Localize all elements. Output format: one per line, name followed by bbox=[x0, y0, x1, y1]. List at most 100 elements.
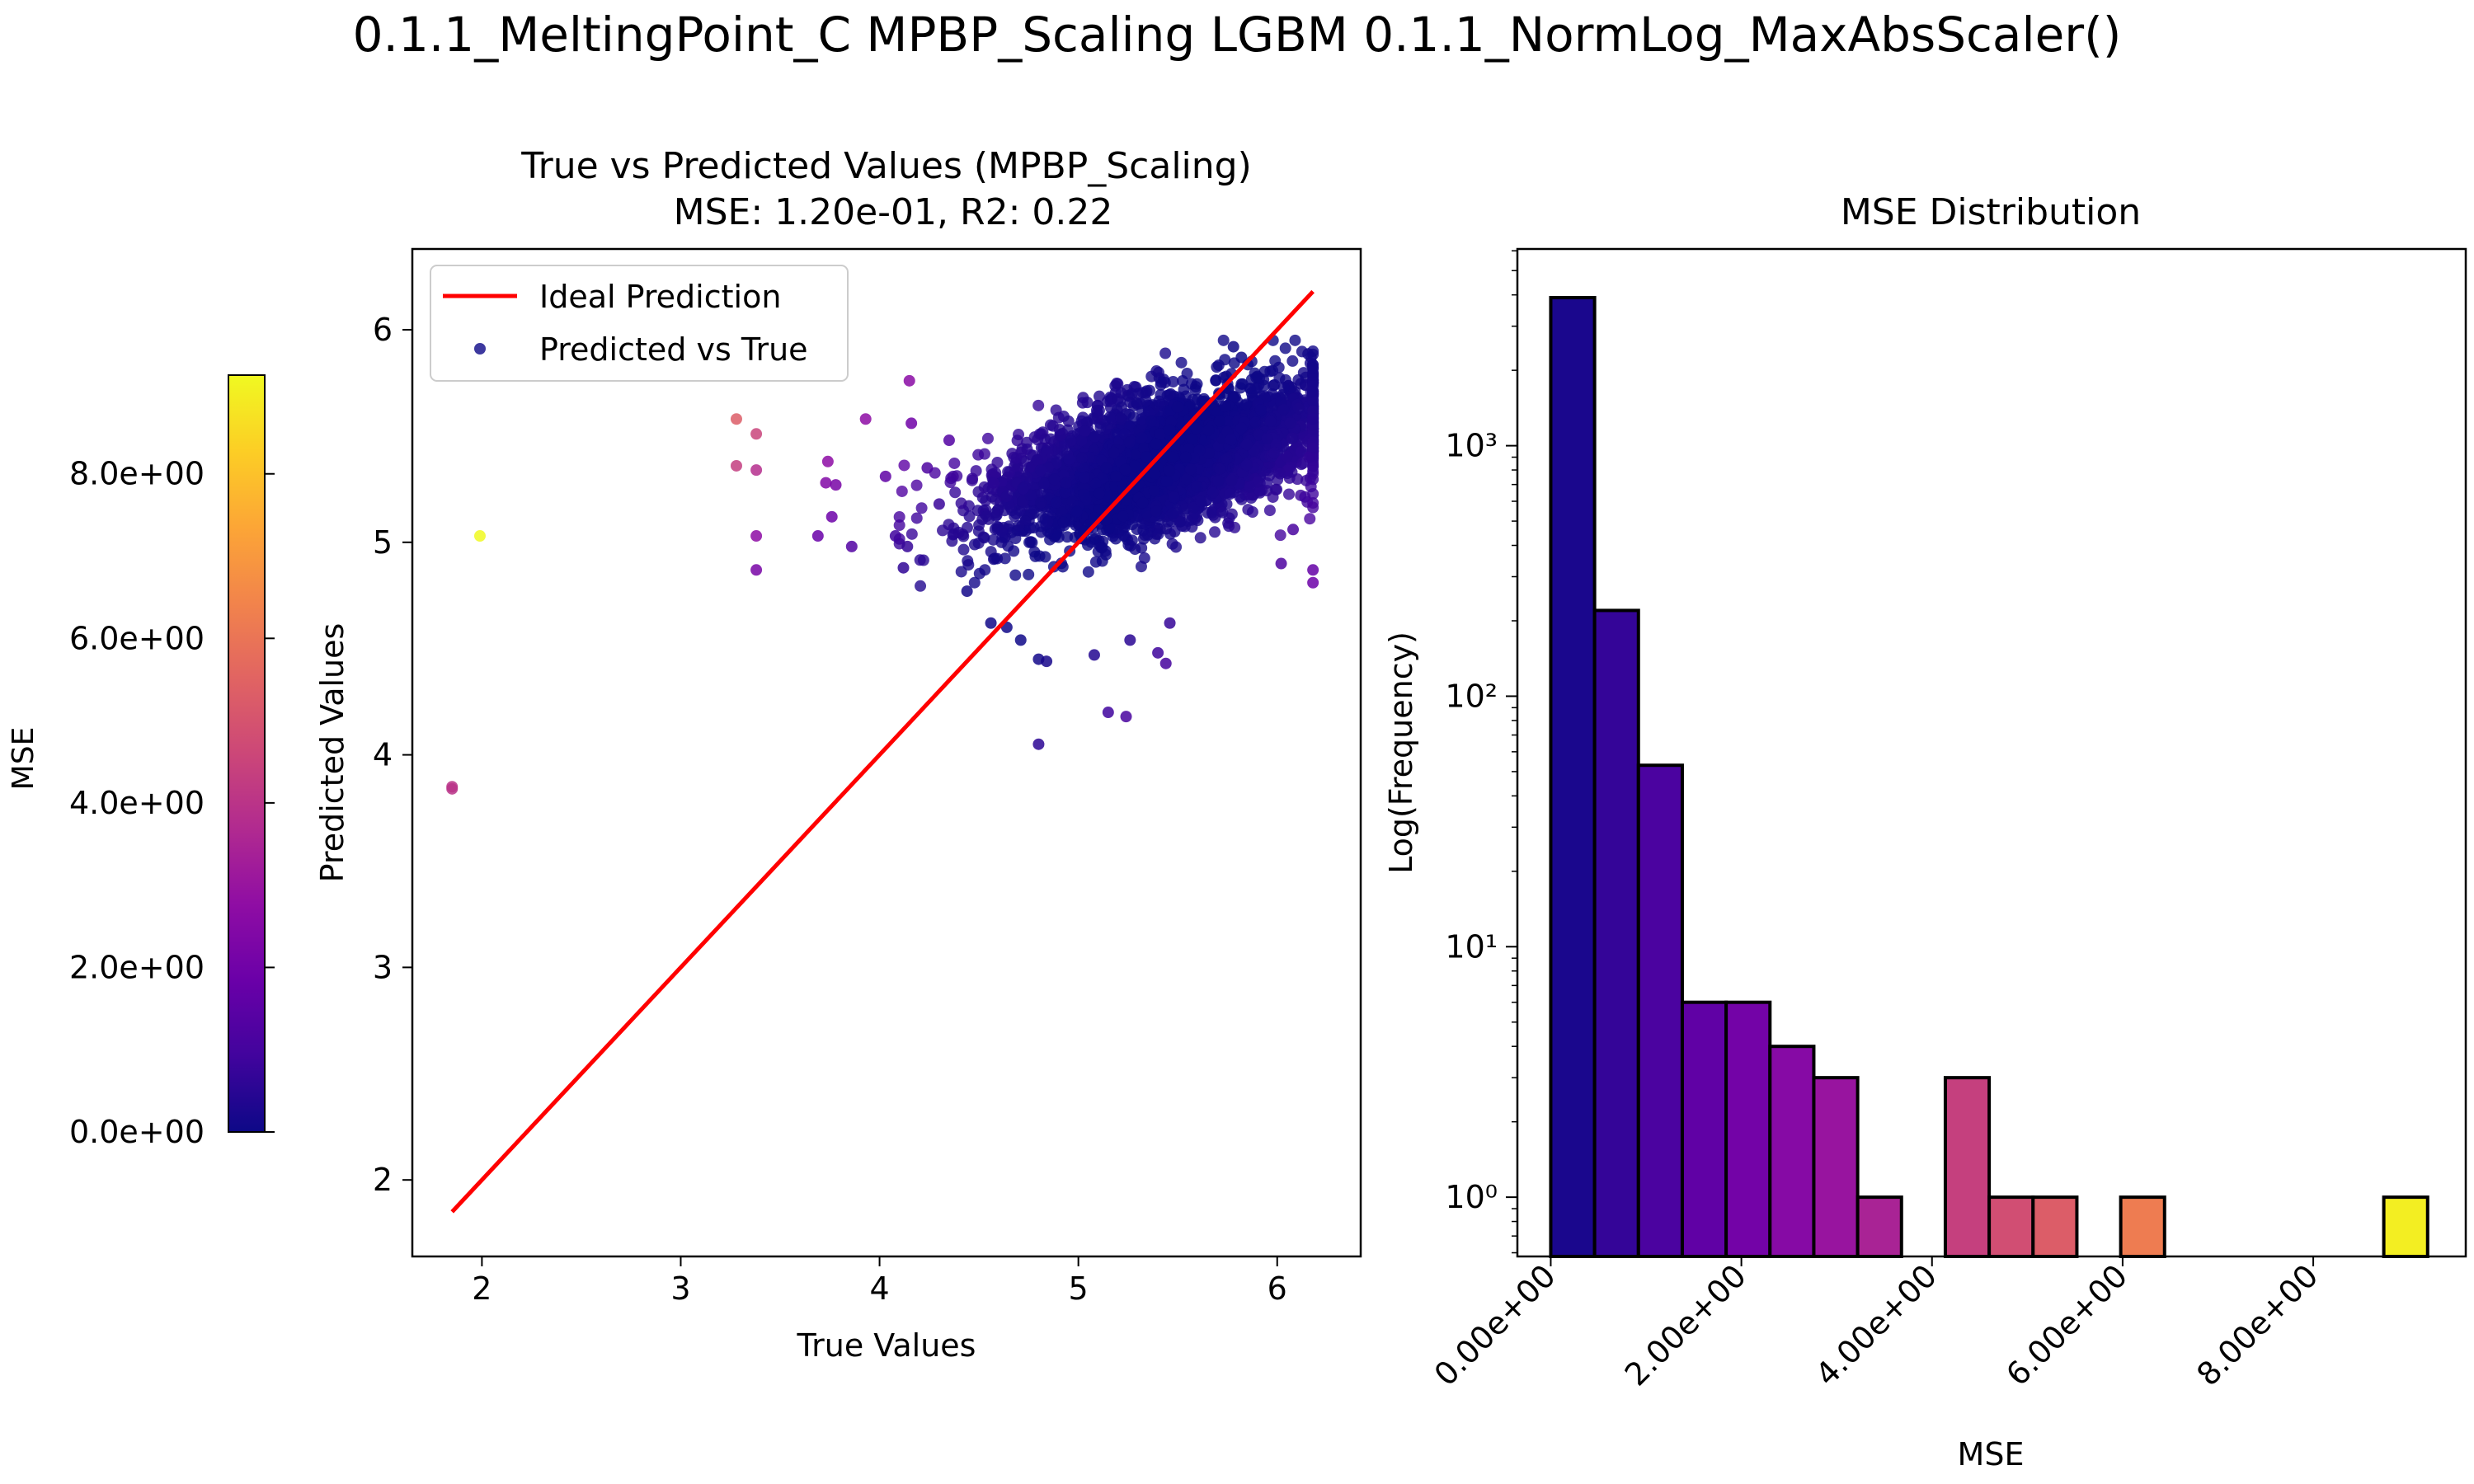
scatter-point bbox=[1136, 496, 1149, 509]
scatter-point bbox=[1286, 355, 1299, 367]
scatter-point bbox=[1024, 536, 1037, 548]
scatter-point bbox=[1032, 399, 1045, 411]
histogram-plot-frame bbox=[1516, 247, 2467, 1258]
legend-marker-swatch bbox=[474, 343, 486, 355]
scatter-point bbox=[750, 564, 763, 576]
scatter-point bbox=[1209, 526, 1221, 538]
histogram-panel: MSE Distribution 0.00e+00 2.00e+00 4.00e+0… bbox=[1383, 191, 2467, 1472]
scatter-point bbox=[1240, 439, 1253, 451]
histogram-bar bbox=[2119, 1195, 2166, 1259]
scatter-point bbox=[859, 413, 872, 425]
scatter-point bbox=[1219, 400, 1231, 412]
colorbar: 0.0e+00 2.0e+00 4.0e+00 6.0e+00 8.0e+00 MSE bbox=[7, 374, 275, 1150]
scatter-point bbox=[943, 434, 955, 447]
scatter-point bbox=[1307, 395, 1319, 407]
scatter-point bbox=[1261, 432, 1273, 444]
scatter-point bbox=[961, 521, 973, 533]
scatter-point bbox=[1171, 401, 1183, 413]
scatter-point bbox=[1009, 510, 1021, 523]
scatter-point bbox=[898, 459, 910, 472]
scatter-point bbox=[985, 617, 997, 629]
scatter-point bbox=[896, 485, 908, 497]
scatter-point bbox=[1175, 356, 1188, 369]
scatter-point bbox=[1044, 433, 1056, 445]
scatter-point bbox=[1235, 351, 1248, 364]
scatter-point bbox=[995, 525, 1008, 538]
scatter-point bbox=[1015, 446, 1028, 458]
scatter-point bbox=[963, 510, 976, 523]
scatter-point bbox=[1202, 447, 1215, 459]
scatter-point bbox=[1120, 711, 1132, 723]
scatter-y-tick-label: 2 bbox=[373, 1162, 393, 1198]
scatter-point bbox=[1279, 342, 1291, 355]
scatter-point bbox=[1159, 347, 1172, 359]
histogram-bar bbox=[2031, 1195, 2079, 1259]
scatter-point bbox=[1070, 505, 1083, 518]
scatter-point bbox=[978, 448, 990, 460]
scatter-point bbox=[1235, 378, 1248, 390]
scatter-point bbox=[1123, 436, 1136, 448]
histogram-y-tick-label: 10¹ bbox=[1445, 928, 1498, 965]
scatter-point bbox=[1235, 422, 1248, 434]
scatter-point bbox=[1078, 472, 1090, 484]
scatter-point bbox=[1307, 442, 1319, 454]
scatter-point bbox=[1136, 431, 1148, 444]
histogram-title: MSE Distribution bbox=[1841, 191, 2141, 233]
scatter-point bbox=[1081, 416, 1094, 429]
scatter-point bbox=[1152, 646, 1164, 659]
scatter-point bbox=[1299, 491, 1311, 503]
histogram-x-tick-label: 2.00e+00 bbox=[1618, 1257, 1753, 1392]
scatter-point bbox=[1225, 474, 1238, 486]
scatter-point bbox=[1076, 397, 1089, 409]
scatter-point bbox=[1190, 422, 1202, 434]
scatter-point bbox=[1023, 568, 1035, 580]
scatter-point bbox=[972, 486, 985, 498]
colorbar-strip bbox=[228, 374, 266, 1133]
scatter-point bbox=[1287, 524, 1300, 536]
scatter-point bbox=[1141, 507, 1153, 519]
scatter-point bbox=[1052, 411, 1065, 424]
scatter-point bbox=[730, 459, 742, 472]
scatter-point bbox=[1024, 489, 1037, 501]
scatter-title: True vs Predicted Values (MPBP_Scaling) bbox=[520, 145, 1252, 187]
scatter-point bbox=[933, 498, 945, 510]
scatter-point bbox=[1150, 438, 1162, 450]
scatter-point bbox=[1129, 460, 1141, 472]
scatter-point bbox=[981, 510, 993, 522]
scatter-point bbox=[1307, 413, 1319, 425]
scatter-point bbox=[1307, 465, 1319, 477]
scatter-point bbox=[1223, 415, 1235, 427]
scatter-point bbox=[1103, 411, 1116, 423]
scatter-point bbox=[1297, 367, 1310, 379]
scatter-x-tick-label: 4 bbox=[869, 1270, 889, 1307]
scatter-point bbox=[1017, 482, 1029, 495]
scatter-point bbox=[446, 782, 459, 795]
histogram-bar bbox=[1943, 1076, 1992, 1259]
histogram-bar bbox=[1987, 1195, 2035, 1259]
scatter-point bbox=[1082, 566, 1094, 578]
scatter-point bbox=[1277, 381, 1290, 393]
colorbar-tick-label: 8.0e+00 bbox=[69, 456, 205, 492]
scatter-point bbox=[973, 567, 985, 580]
scatter-point bbox=[1031, 454, 1043, 467]
scatter-point bbox=[1060, 477, 1072, 489]
scatter-point bbox=[1148, 485, 1160, 497]
scatter-point bbox=[1150, 365, 1163, 378]
scatter-panel: True vs Predicted Values (MPBP_Scaling) … bbox=[314, 145, 1362, 1364]
scatter-plot-frame bbox=[411, 247, 1362, 1258]
scatter-point bbox=[1149, 467, 1161, 480]
scatter-y-tick-label: 3 bbox=[373, 949, 393, 985]
scatter-point bbox=[1229, 521, 1241, 533]
scatter-y-tick-label: 4 bbox=[373, 737, 393, 773]
scatter-point bbox=[992, 504, 1004, 516]
scatter-point bbox=[893, 510, 905, 523]
scatter-point bbox=[1094, 390, 1106, 402]
scatter-y-tick-label: 6 bbox=[373, 312, 393, 348]
scatter-point bbox=[1032, 738, 1045, 750]
scatter-x-tick-label: 5 bbox=[1069, 1270, 1089, 1307]
scatter-point bbox=[970, 465, 982, 477]
scatter-point bbox=[1059, 486, 1071, 499]
scatter-point bbox=[1289, 334, 1301, 346]
scatter-point bbox=[1217, 334, 1230, 346]
